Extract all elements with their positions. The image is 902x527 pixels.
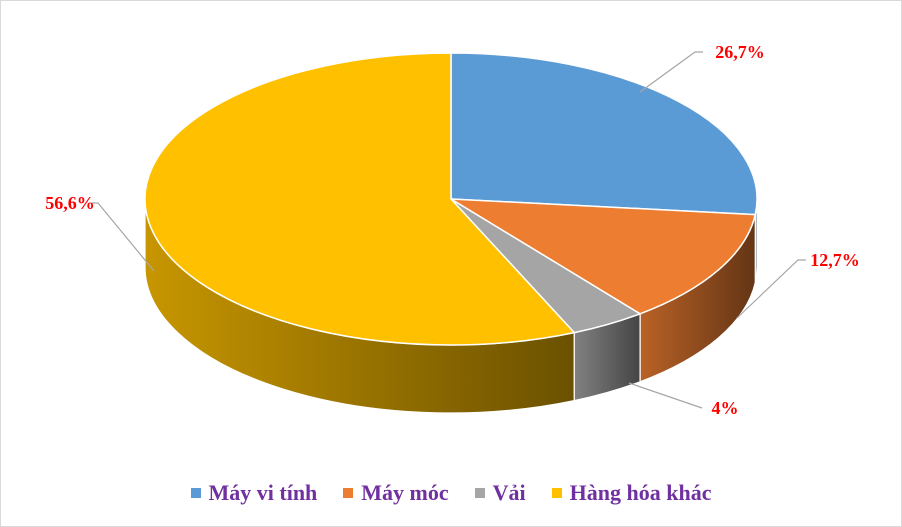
- legend-swatch-icon: [551, 488, 562, 498]
- data-label-2: 4%: [712, 398, 739, 418]
- leader-lines: [92, 51, 806, 409]
- legend-swatch-icon: [474, 488, 485, 498]
- leader-line-3: [92, 202, 155, 272]
- leader-line-0: [639, 51, 703, 93]
- pie-top: [144, 52, 758, 346]
- pie-slice-3: [144, 52, 576, 346]
- data-label-0: 26,7%: [715, 42, 765, 62]
- pie-sides: [144, 198, 758, 414]
- data-labels: 26,7% 12,7% 4% 56,6%: [45, 42, 860, 418]
- legend-label: Máy móc: [361, 480, 449, 505]
- legend-swatch-icon: [343, 488, 354, 498]
- leader-line-2: [628, 382, 703, 409]
- data-label-1: 12,7%: [810, 250, 860, 270]
- legend-label: Hàng hóa khác: [569, 480, 712, 505]
- legend-label: Vải: [492, 480, 526, 505]
- leader-line-1: [736, 259, 806, 319]
- data-label-3: 56,6%: [45, 193, 95, 213]
- pie-slice-0: [450, 52, 758, 216]
- legend-item-hang-hoa-khac: Hàng hóa khác: [551, 480, 712, 506]
- legend-item-may-vi-tinh: Máy vi tính: [190, 480, 318, 506]
- legend-label: Máy vi tính: [208, 480, 318, 505]
- legend: Máy vi tính Máy móc Vải Hàng hóa khác: [0, 476, 902, 510]
- legend-item-vai: Vải: [474, 480, 526, 506]
- legend-item-may-moc: Máy móc: [343, 480, 449, 506]
- pie-slice-1: [450, 198, 757, 315]
- legend-swatch-icon: [190, 488, 201, 498]
